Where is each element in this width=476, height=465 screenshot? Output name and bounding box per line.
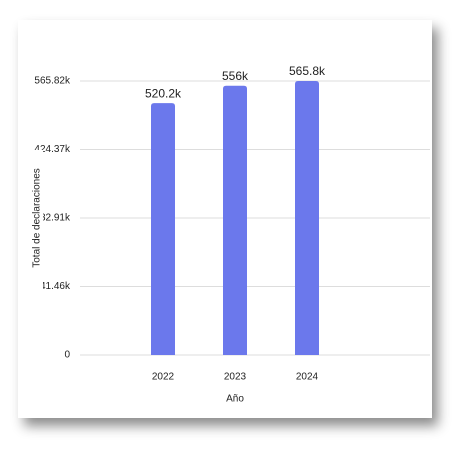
y-tick-label: 565.82k [34, 76, 71, 87]
y-tick-label: 0 [64, 350, 70, 361]
y-tick-label: 141.46k [34, 281, 71, 292]
y-tick-label: 282.91k [34, 213, 71, 224]
bar [223, 85, 247, 355]
value-label: 520.2k [145, 86, 182, 100]
x-axis-title: Año [226, 394, 244, 405]
value-label: 565.8k [289, 64, 326, 78]
bar [295, 81, 319, 356]
x-tick-label: 2023 [224, 372, 247, 383]
bar [151, 103, 175, 356]
value-label: 556k [222, 69, 249, 83]
x-tick-label: 2024 [296, 372, 319, 383]
y-axis-title: Total de declaraciones [32, 168, 43, 268]
y-title-bg [29, 150, 43, 290]
y-tick-label: 424.37k [34, 144, 71, 155]
x-tick-label: 2022 [152, 372, 175, 383]
